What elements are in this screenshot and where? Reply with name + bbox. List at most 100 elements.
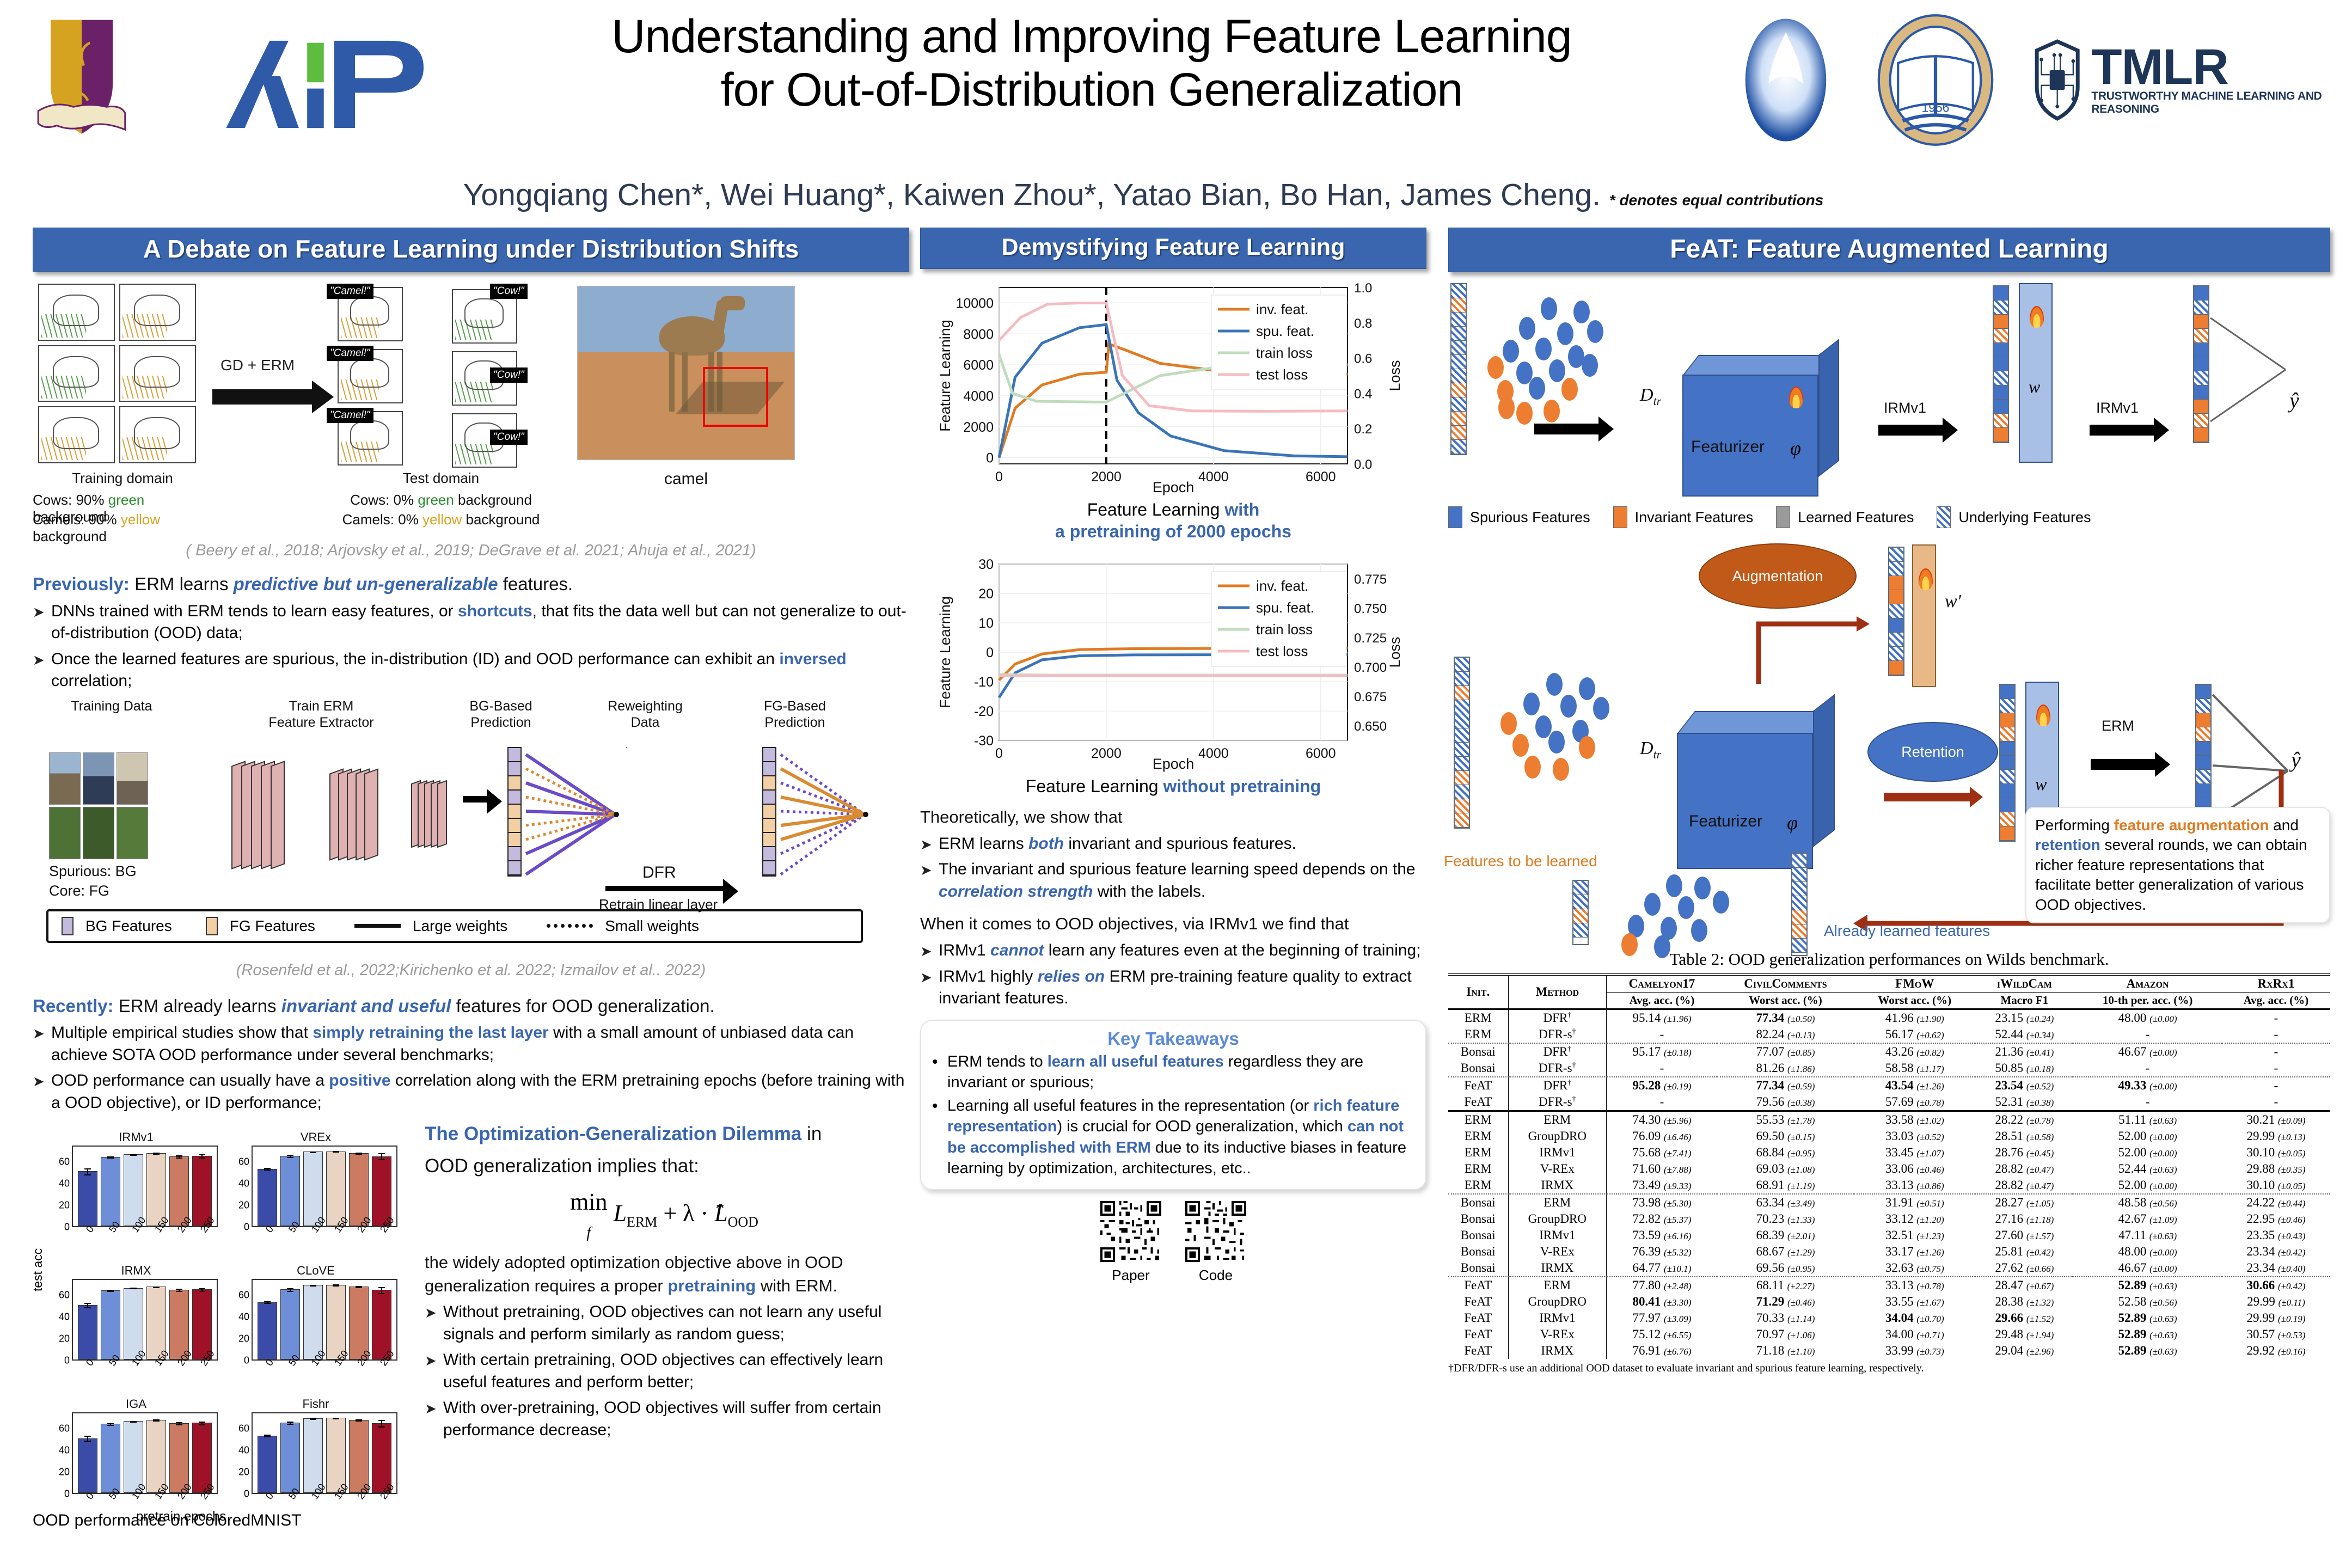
feat2-fire-icon-1 — [1919, 568, 1933, 590]
line-chart-with-pretraining: 0 2000 4000 6000 8000 10000 0 2000 4000 6000 0.0 0.… — [934, 278, 1413, 495]
bar — [101, 1423, 120, 1493]
svg-text:spu. feat.: spu. feat. — [1256, 599, 1314, 616]
cell-value: 34.04 (±0.70) — [1885, 1311, 1944, 1325]
ood-intro: When it comes to OOD objectives, via IRM… — [920, 914, 1349, 934]
qr-paper[interactable]: Paper — [1100, 1200, 1161, 1284]
cell-value: 77.80 (±2.48) — [1606, 1276, 1717, 1294]
svg-text:6000: 6000 — [1306, 469, 1336, 485]
bar-panel-plot — [72, 1146, 218, 1228]
cell-value: 76.39 (±5.32) — [1632, 1245, 1692, 1258]
cell-init: ERM — [1448, 1128, 1509, 1144]
sketch-cell — [38, 406, 115, 463]
table-row: Bonsai GroupDRO 72.82 (±5.37) 70.23 (±1.33)… — [1448, 1211, 2330, 1227]
cell-value: 33.03 (±0.52) — [1885, 1129, 1944, 1143]
svg-text:0.775: 0.775 — [1354, 572, 1387, 587]
cell-value: 63.34 (±3.49) — [1717, 1193, 1854, 1211]
theory-intro: Theoretically, we show that — [920, 807, 1123, 826]
cell-value: 72.82 (±5.37) — [1632, 1212, 1692, 1226]
bar-panel-yaxis: 0 20 40 60 — [58, 1156, 70, 1233]
cell-value: - — [2145, 1095, 2150, 1108]
svg-text:8000: 8000 — [963, 327, 994, 342]
dilemma-bullet-1: ➤ Without pretraining, OOD objectives can… — [425, 1303, 882, 1343]
qr-code-label: Code — [1198, 1266, 1233, 1283]
qr-paper-icon[interactable] — [1100, 1200, 1161, 1262]
qr-code-row: Paper — [920, 1200, 1426, 1284]
qr-code-icon[interactable] — [1185, 1200, 1246, 1262]
legend-label-large: Large weights — [412, 917, 508, 934]
feat2-underlying-bar-left — [1454, 657, 1470, 829]
label-cow: "Cow!" — [490, 430, 528, 445]
cell-value: 69.03 (±1.08) — [1756, 1162, 1815, 1175]
theory-bullet-1: ➤ ERM learns both invariant and spurious… — [920, 834, 1296, 853]
cell-value: 64.77 (±10.1) — [1632, 1261, 1692, 1275]
column-middle: Demystifying Feature Learning 0 2000 4000 6… — [920, 228, 1426, 1284]
cell-init: ERM — [1448, 1161, 1509, 1177]
label-cow: "Cow!" — [490, 367, 528, 383]
line-chart-without-pretraining: -30 -20 -10 0 10 20 30 0 2000 4000 6000 0.650 0.675 0… — [934, 554, 1413, 772]
cell-value: 52.31 (±0.38) — [1995, 1095, 2054, 1108]
feat1-w-feature-bar — [1993, 285, 2009, 443]
th-metric: Macro F1 — [2000, 994, 2049, 1007]
training-cows-line: Cows: 90% green background — [33, 492, 145, 525]
cell-method: IRMX — [1508, 1177, 1607, 1194]
label-camel: "Camel!" — [327, 346, 373, 361]
legend-swatch-spurious — [1448, 506, 1462, 528]
key-takeaways-box: Key Takeaways • ERM tends to learn all u… — [920, 1019, 1426, 1190]
feat2-w-feature-bar — [1999, 684, 2016, 842]
feat1-prediction-edges — [2210, 317, 2286, 422]
cell-value: 21.36 (±0.41) — [1975, 1043, 2074, 1060]
cell-value: 30.66 (±0.42) — [2221, 1276, 2330, 1294]
cell-value: - — [1659, 1061, 1664, 1075]
feat1-output-feature-bar — [2193, 285, 2209, 443]
cell-value: 70.23 (±1.33) — [1756, 1212, 1815, 1226]
cell-value: 28.51 (±0.58) — [1995, 1129, 2054, 1143]
cell-method: V-REx — [1508, 1161, 1607, 1177]
th-dataset: FMoW — [1854, 973, 1976, 993]
cell-value: 29.99 (±0.11) — [2247, 1295, 2305, 1308]
recently-bullet-2: ➤ OOD performance can usually have a pos… — [33, 1071, 905, 1112]
citation-debate: ( Beery et al., 2018; Arjovsky et al., 2… — [186, 542, 756, 559]
cell-value: 73.59 (±6.16) — [1632, 1228, 1692, 1242]
svg-text:-20: -20 — [974, 704, 994, 719]
svg-text:Epoch: Epoch — [1153, 756, 1195, 772]
ood-bullet-2: ➤ IRMv1 highly relies on ERM pre-trainin… — [920, 967, 1412, 1008]
section-header-feat: FeAT: Feature Augmented Learning — [1448, 228, 2330, 272]
bar-panel-fishr: Fishr 0 20 40 60 0 50 100 150 200 250 — [234, 1397, 397, 1509]
bar — [146, 1153, 166, 1227]
bottom-left-row: test acc pretrain epochs IRMv1 0 20 40 60 0 50… — [30, 1122, 909, 1531]
feat1-w-label: w — [2029, 377, 2041, 396]
bar — [303, 1151, 323, 1227]
cell-value: 29.99 (±0.13) — [2246, 1129, 2306, 1143]
table-row: Bonsai IRMv1 73.59 (±6.16) 68.39 (±2.01) 32.… — [1448, 1227, 2330, 1244]
cell-value: 75.68 (±7.41) — [1632, 1146, 1692, 1159]
bar — [258, 1435, 277, 1493]
bar — [303, 1284, 323, 1360]
cell-value: 28.47 (±0.67) — [1975, 1276, 2074, 1294]
bar-panel-xticks: 0 50 100 150 200 250 — [264, 1481, 396, 1502]
bar-panel-title: IGA — [126, 1397, 146, 1411]
shadow-highlight-box — [703, 367, 768, 427]
dfr-arrow-2 — [605, 878, 738, 904]
cell-value: 52.44 (±0.34) — [1995, 1027, 2054, 1041]
cell-value: 23.35 (±0.43) — [2246, 1228, 2306, 1242]
poster-header: Understanding and Improving Feature Lear… — [0, 0, 2352, 218]
legend-swatch-invariant — [1613, 506, 1627, 528]
feat1-yhat-label: ŷ — [2289, 388, 2299, 413]
cell-value: 28.22 (±0.78) — [1975, 1110, 2074, 1128]
cell-method: GroupDRO — [1508, 1128, 1607, 1144]
cell-value: 68.67 (±1.29) — [1756, 1245, 1815, 1258]
bar-chart-xlabel: pretrain epochs — [136, 1509, 226, 1524]
bar — [349, 1152, 369, 1227]
cell-value: 52.89 (±0.63) — [2073, 1276, 2222, 1294]
qr-code[interactable]: Code — [1185, 1200, 1246, 1284]
svg-text:0.675: 0.675 — [1354, 690, 1387, 705]
cell-method: DFR† — [1508, 1076, 1607, 1094]
svg-text:-30: -30 — [974, 733, 994, 749]
bar — [78, 1168, 97, 1227]
feat1-irmv1-label-2: IRMv1 — [2096, 400, 2139, 416]
bar — [280, 1422, 300, 1493]
bar — [146, 1419, 166, 1493]
feat2-w-label: w — [2035, 774, 2047, 794]
cell-value: 71.60 (±7.88) — [1632, 1162, 1692, 1175]
bar-panel-xticks: 0 50 100 150 200 250 — [84, 1481, 217, 1502]
